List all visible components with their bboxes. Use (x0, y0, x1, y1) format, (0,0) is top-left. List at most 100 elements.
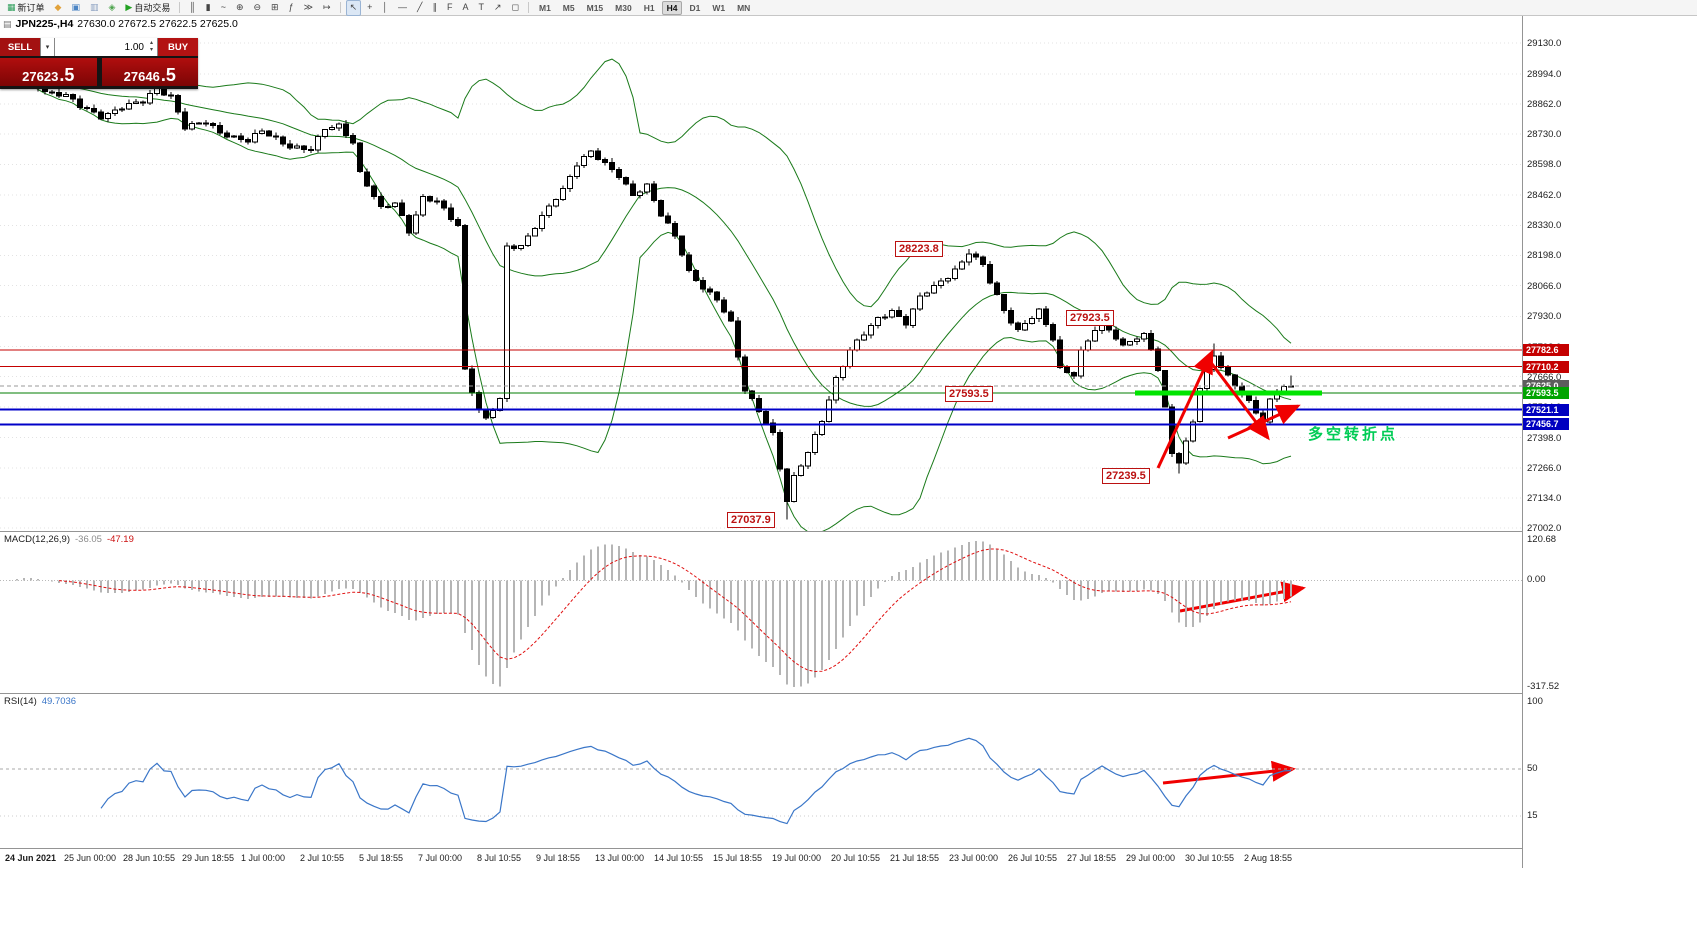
crosshair-button-icon: + (367, 2, 373, 12)
time-axis-label: 13 Jul 00:00 (595, 853, 645, 863)
volume-up-icon[interactable]: ▴ (149, 40, 153, 46)
text-button[interactable]: A (458, 0, 472, 16)
rsi-line (100, 737, 1292, 825)
price-axis-tick: 27666.0 (1527, 371, 1562, 383)
buy-price-display[interactable]: 27646 .5 (101, 58, 198, 86)
line-chart-button-icon: ~ (220, 2, 226, 12)
new-order-button[interactable]: ▦ 新订单 (3, 0, 49, 16)
price-tag: 27782.6 (1523, 344, 1569, 357)
favorites-button-icon: ◆ (54, 2, 62, 12)
zoom-out-button[interactable]: ⊖ (250, 0, 266, 16)
timeframe-mn[interactable]: MN (737, 2, 751, 13)
rsi-value: 49.7036 (41, 696, 77, 707)
navigator-button[interactable]: ◈ (104, 0, 119, 16)
rsi-panel[interactable]: RSI(14) 49.7036 (0, 693, 1522, 848)
macd-canvas[interactable] (0, 532, 1522, 693)
macd-axis-tick: -317.52 (1527, 681, 1560, 692)
volume-down-icon[interactable]: ▾ (149, 47, 153, 53)
time-axis-label: 27 Jul 18:55 (1067, 853, 1117, 863)
auto-scroll-button[interactable]: ≫ (300, 0, 317, 16)
horizontal-line-button[interactable]: — (394, 0, 411, 16)
arrow-button[interactable]: ↗ (490, 0, 506, 16)
bar-chart-button[interactable]: ║ (185, 0, 199, 16)
fibonacci-button[interactable]: F (443, 0, 457, 16)
sell-button[interactable]: SELL (0, 38, 40, 56)
timeframe-h4[interactable]: H4 (661, 0, 683, 15)
time-axis: 24 Jun 2021 25 Jun 00:00 28 Jun 10:55 29 Ju… (0, 848, 1522, 869)
time-axis-label: 5 Jul 18:55 (359, 853, 404, 863)
price-axis-tick: 28598.0 (1527, 159, 1562, 171)
crosshair-button[interactable]: + (363, 0, 376, 16)
macd-panel[interactable]: MACD(12,26,9) -36.05 -47.19 (0, 531, 1522, 693)
new-order-button-label: 新订单 (17, 3, 45, 13)
sell-price-frac: .5 (59, 65, 75, 85)
horizontal-line-button-icon: — (398, 2, 408, 12)
timeframe-m30[interactable]: M30 (615, 2, 632, 13)
label-button-icon: T (478, 2, 484, 12)
timeframe-m1[interactable]: M1 (538, 2, 551, 13)
sell-price-display[interactable]: 27623 .5 (0, 58, 97, 86)
price-axis-tick: 27398.0 (1527, 432, 1562, 444)
rsi-title: RSI(14) (4, 696, 37, 707)
grid-button[interactable]: ⊞ (267, 0, 283, 16)
text-button-icon: A (462, 2, 469, 12)
price-axis-tick: 28862.0 (1527, 99, 1562, 111)
time-axis-label: 29 Jun 18:55 (182, 853, 235, 863)
vertical-line-button-icon: │ (382, 2, 389, 12)
trendline-button[interactable]: ╱ (413, 0, 426, 16)
toolbar-separator (179, 2, 181, 13)
market-watch-button[interactable]: ▣ (67, 0, 84, 16)
price-axis: 29130.0 28994.0 28862.0 28730.0 28598.0 28462… (1522, 16, 1697, 868)
timeframe-d1[interactable]: D1 (689, 2, 701, 13)
indicators-button[interactable]: ƒ (285, 0, 298, 16)
data-window-button[interactable]: ▥ (86, 0, 103, 16)
timeframe-m5[interactable]: M5 (562, 2, 575, 13)
timeframe-w1[interactable]: W1 (712, 2, 726, 13)
chart-shift-button-icon: ↦ (323, 2, 331, 12)
time-axis-label: 14 Jul 10:55 (654, 853, 704, 863)
zoom-in-button-icon: ⊕ (235, 2, 244, 12)
rsi-canvas[interactable] (0, 694, 1522, 848)
price-axis-tick: 27930.0 (1527, 311, 1562, 323)
chart-title: JPN225-,H4 (15, 18, 74, 30)
sell-dropdown-icon[interactable]: ▾ (40, 38, 54, 56)
cursor-button[interactable]: ↖ (345, 0, 362, 16)
time-axis-label: 25 Jun 00:00 (64, 853, 117, 863)
price-axis-tick: 28198.0 (1527, 250, 1562, 262)
line-chart-button[interactable]: ~ (217, 0, 230, 16)
favorites-button[interactable]: ◆ (51, 0, 66, 16)
time-axis-label: 15 Jul 18:55 (713, 853, 763, 863)
volume-input[interactable] (55, 41, 146, 53)
label-button[interactable]: T (474, 0, 488, 16)
channel-button-icon: ∥ (432, 2, 437, 12)
price-grid (0, 42, 1522, 529)
timeframe-m15[interactable]: M15 (586, 2, 604, 13)
price-axis-tick: 28994.0 (1527, 68, 1562, 80)
time-axis-label: 2 Jul 10:55 (300, 853, 345, 863)
macd-label: MACD(12,26,9) -36.05 -47.19 (4, 534, 134, 545)
price-trend-arrow (1156, 349, 1214, 469)
candlestick-series (0, 69, 1294, 520)
price-trend-arrow (1204, 355, 1270, 441)
swing-price-label: 27037.9 (727, 512, 775, 528)
cursor-button-icon: ↖ (349, 2, 358, 12)
market-watch-button-icon: ▣ (71, 2, 80, 12)
chart-shift-button[interactable]: ↦ (319, 0, 335, 16)
price-axis-tick: 27002.0 (1527, 523, 1562, 534)
zoom-in-button[interactable]: ⊕ (232, 0, 248, 16)
buy-button[interactable]: BUY (158, 38, 198, 56)
price-chart-canvas[interactable] (0, 16, 1522, 531)
time-axis-label: 20 Jul 10:55 (831, 853, 881, 863)
volume-stepper[interactable]: ▴ ▾ (146, 40, 157, 54)
swing-price-label: 27239.5 (1102, 468, 1150, 484)
channel-button[interactable]: ∥ (428, 0, 441, 16)
autotrading-button[interactable]: ▶ 自动交易 (121, 0, 174, 16)
shapes-button[interactable]: ◻ (508, 0, 523, 16)
arrow-button-icon: ↗ (493, 2, 502, 12)
candlestick-button[interactable]: ▮ (202, 0, 215, 16)
time-axis-label: 2 Aug 18:55 (1244, 853, 1293, 863)
vertical-line-button[interactable]: │ (378, 0, 392, 16)
price-chart-panel[interactable]: ▤ JPN225-,H4 27630.0 27672.5 27622.5 276… (0, 16, 1522, 531)
bar-chart-button-icon: ║ (189, 2, 196, 12)
timeframe-h1[interactable]: H1 (643, 2, 655, 13)
